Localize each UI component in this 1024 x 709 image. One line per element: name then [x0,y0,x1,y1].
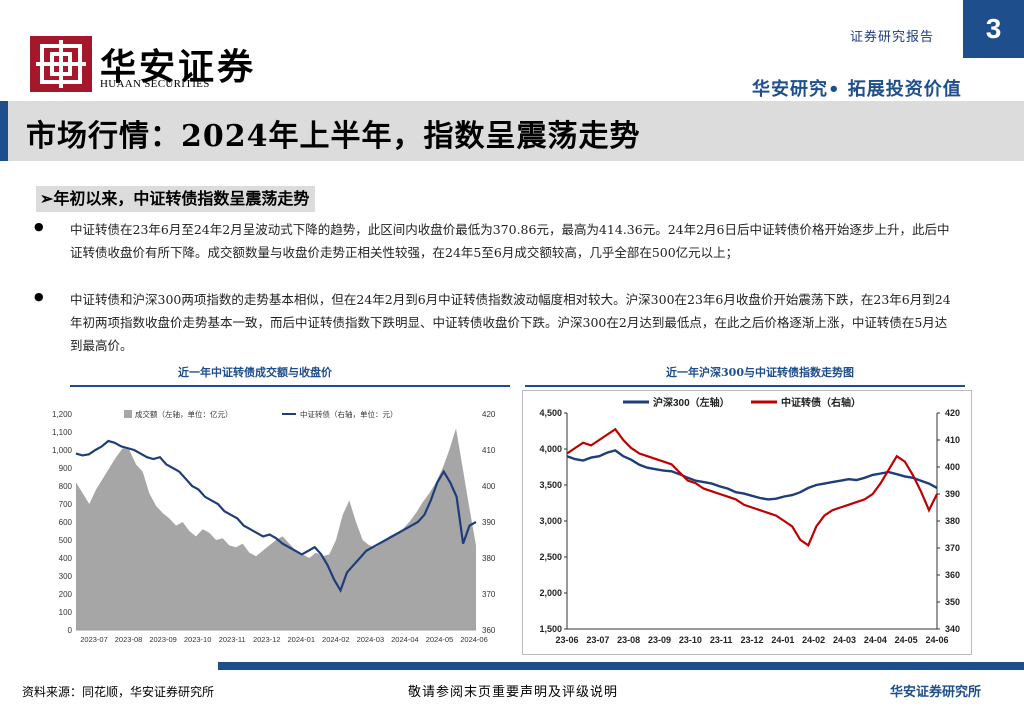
report-type-label: 证券研究报告 [850,30,935,45]
x-tick-label: 23-11 [710,635,733,645]
x-tick-label: 23-10 [679,635,702,645]
y-right-tick-label: 400 [945,462,960,472]
bullet-dot-icon: ● [34,220,44,233]
x-tick-label: 2023-07 [80,635,108,644]
y-left-tick-label: 900 [59,464,73,473]
y-left-tick-label: 200 [59,590,73,599]
chart-title-rule [525,385,965,387]
legend-label-convertible: 中证转债（右轴，单位：元） [300,409,398,419]
y-right-tick-label: 350 [945,597,960,607]
y-left-tick-label: 1,000 [52,446,73,455]
y-right-tick-label: 370 [945,543,960,553]
y-left-tick-label: 4,500 [539,408,562,418]
y-left-tick-label: 500 [59,536,73,545]
legend-swatch-turnover [124,410,132,418]
x-tick-label: 2024-05 [426,635,454,644]
y-right-tick-label: 410 [945,435,960,445]
x-tick-label: 2024-03 [357,635,385,644]
x-tick-label: 23-08 [617,635,640,645]
x-tick-label: 2024-06 [460,635,488,644]
logo-chinese-text: 华安证券 [100,46,257,88]
y-left-tick-label: 2,000 [539,588,562,598]
x-tick-label: 2023-11 [219,635,246,644]
logo-english-text: HUAAN SECURITIES [100,78,210,90]
x-tick-label: 24-02 [802,635,825,645]
x-tick-label: 2024-01 [288,635,316,644]
y-right-tick-label: 380 [482,554,496,563]
footer-source: 资料来源：同花顺，华安证券研究所 [22,685,215,699]
turnover-area [76,428,476,630]
x-tick-label: 23-06 [555,635,578,645]
csi300-convertible-chart: 4,500 4,000 3,500 3,000 2,500 2,000 1,500 420 41… [539,396,960,645]
y-left-tick-label: 100 [59,608,73,617]
legend-label-convertible: 中证转债（右轴） [781,396,861,409]
y-left-tick-label: 600 [59,518,73,527]
legend-label-turnover: 成交额（左轴，单位：亿元） [135,409,233,419]
x-tick-label: 24-06 [925,635,948,645]
x-tick-label: 2023-09 [149,635,177,644]
y-right-tick-label: 420 [482,410,496,419]
y-left-tick-label: 1,200 [52,410,73,419]
y-right-tick-label: 370 [482,590,496,599]
slogan: 华安研究• 拓展投资价值 [752,79,962,100]
section-heading: ➢年初以来，中证转债指数呈震荡走势 [36,186,316,212]
y-right-tick-label: 340 [945,624,960,634]
x-tick-label: 24-04 [864,635,887,645]
paragraph: 中证转债和沪深300两项指数的走势基本相似，但在24年2月到6月中证转债指数波动… [70,292,951,353]
turnover-close-chart: 1,200 1,100 1,000 900 800 700 600 500 400 300 200 1… [52,409,496,644]
y-left-tick-label: 2,500 [539,552,562,562]
chart-title: 近一年中证转债成交额与收盘价 [178,366,332,379]
x-tick-label: 2023-12 [253,635,281,644]
chart-frame [522,390,972,655]
title-band: 市场行情：2024年上半年，指数呈震荡走势 [0,101,1024,161]
x-tick-label: 2024-04 [391,635,419,644]
x-tick-label: 2023-10 [184,635,212,644]
chart-title: 近一年沪深300与中证转债指数走势图 [666,366,854,379]
y-right-tick-label: 360 [945,570,960,580]
y-right-tick-label: 400 [482,482,496,491]
footer-bar [218,662,1024,670]
y-left-tick-label: 4,000 [539,444,562,454]
page-number: 3 [963,0,1024,58]
y-right-tick-label: 390 [945,489,960,499]
y-left-tick-label: 1,100 [52,428,73,437]
y-left-tick-label: 0 [68,626,73,635]
footer-brand: 华安证券研究所 [890,685,982,700]
y-left-tick-label: 700 [59,500,73,509]
title-accent-bar [0,101,8,161]
x-tick-label: 24-05 [895,635,918,645]
x-tick-label: 2023-08 [115,635,143,644]
page-title: 市场行情：2024年上半年，指数呈震荡走势 [26,119,641,154]
x-tick-label: 23-12 [740,635,763,645]
paragraph: 中证转债在23年6月至24年2月呈波动式下降的趋势，此区间内收盘价最低为370.… [70,222,950,260]
x-tick-label: 23-09 [648,635,671,645]
y-right-tick-label: 390 [482,518,496,527]
y-right-tick-label: 410 [482,446,496,455]
section-heading-text: 年初以来，中证转债指数呈震荡走势 [53,189,310,208]
y-right-tick-label: 360 [482,626,496,635]
x-tick-label: 24-01 [771,635,794,645]
bullet-dot-icon: ● [34,290,44,303]
y-left-tick-label: 800 [59,482,73,491]
convertible-close-line [75,439,477,593]
y-left-tick-label: 3,500 [539,480,562,490]
y-left-tick-label: 1,500 [539,624,562,634]
arrow-marker-icon: ➢ [40,189,54,208]
y-left-tick-label: 300 [59,572,73,581]
y-right-tick-label: 380 [945,516,960,526]
convertible-line [566,427,938,547]
footer-disclaimer: 敬请参阅末页重要声明及评级说明 [408,685,619,700]
csi300-line [566,449,938,501]
y-left-tick-label: 3,000 [539,516,562,526]
legend-label-csi300: 沪深300（左轴） [653,396,730,409]
x-tick-label: 24-03 [833,635,856,645]
x-tick-label: 23-07 [586,635,609,645]
y-left-tick-label: 400 [59,554,73,563]
x-tick-label: 2024-02 [322,635,350,644]
company-logo-icon [30,36,92,92]
chart-title-rule [70,385,510,387]
y-right-tick-label: 420 [945,408,960,418]
